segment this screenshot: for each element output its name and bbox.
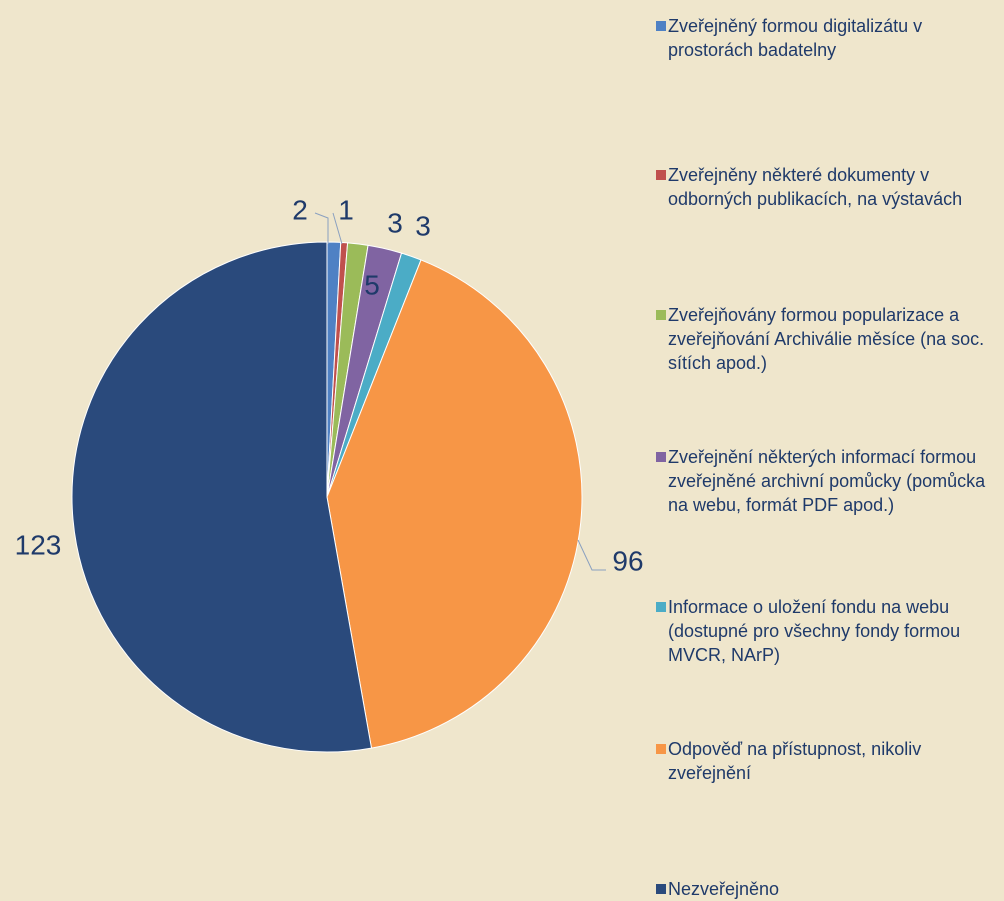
data-label: 2 bbox=[292, 194, 308, 225]
data-label: 1 bbox=[338, 194, 354, 225]
legend-swatch bbox=[656, 744, 666, 754]
pie-slice bbox=[326, 259, 583, 749]
data-label: 96 bbox=[612, 545, 643, 576]
legend-label: Zveřejněny některé dokumenty v odborných… bbox=[668, 165, 963, 209]
legend-swatch bbox=[656, 884, 666, 894]
legend-item: Zveřejnění některých informací formou zv… bbox=[656, 445, 998, 517]
legend-swatch bbox=[656, 21, 666, 31]
legend-item: Odpověď na přístupnost, nikoliv zveřejně… bbox=[656, 737, 998, 785]
data-label: 3 bbox=[387, 207, 403, 238]
legend-item: Zveřejňovány formou popularizace a zveře… bbox=[656, 303, 998, 375]
legend-label: Nezveřejněno bbox=[668, 879, 780, 899]
pie-slice bbox=[71, 241, 373, 753]
legend-item: Zveřejněny některé dokumenty v odborných… bbox=[656, 163, 998, 211]
legend-label: Zveřejňovány formou popularizace a zveře… bbox=[668, 305, 985, 373]
legend-item: Zveřejněný formou digitalizátu v prostor… bbox=[656, 14, 998, 62]
legend-swatch bbox=[656, 310, 666, 320]
data-label: 5 bbox=[364, 269, 380, 300]
leader-line bbox=[332, 212, 343, 245]
legend-label: Informace o uložení fondu na webu (dostu… bbox=[668, 597, 961, 665]
legend-label: Zveřejnění některých informací formou zv… bbox=[668, 447, 986, 515]
data-label: 123 bbox=[15, 529, 62, 560]
legend-label: Zveřejněný formou digitalizátu v prostor… bbox=[668, 16, 923, 60]
legend-item: Nezveřejněno bbox=[656, 877, 998, 901]
legend-swatch bbox=[656, 170, 666, 180]
legend-swatch bbox=[656, 602, 666, 612]
leader-line bbox=[577, 539, 606, 571]
data-label: 3 bbox=[415, 210, 431, 241]
leader-line bbox=[314, 212, 329, 244]
legend-swatch bbox=[656, 452, 666, 462]
legend-item: Informace o uložení fondu na webu (dostu… bbox=[656, 595, 998, 667]
legend-label: Odpověď na přístupnost, nikoliv zveřejně… bbox=[668, 739, 922, 783]
